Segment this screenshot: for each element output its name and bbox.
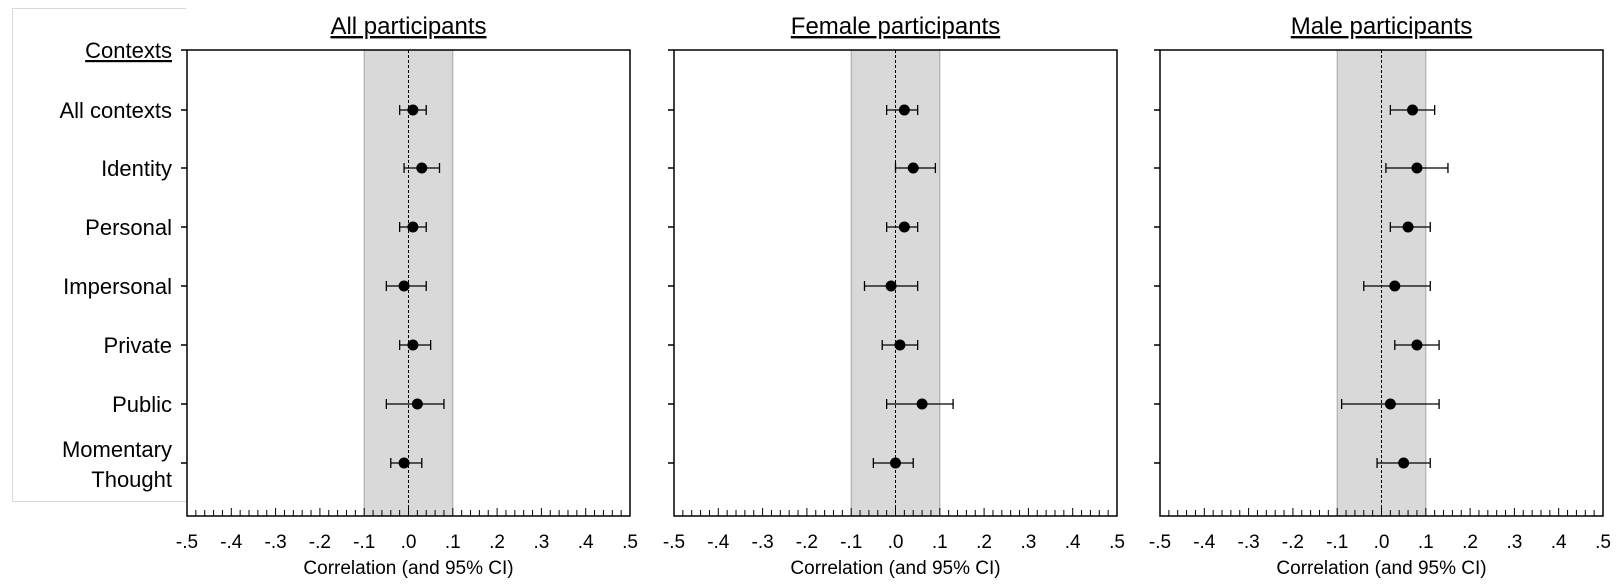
x-tick-label: -.5 (663, 532, 685, 553)
point-estimate (890, 457, 901, 469)
x-axis-label: Correlation (and 95% CI) (790, 558, 1000, 579)
x-tick-label: .2 (976, 532, 992, 553)
context-label: Private (104, 333, 172, 358)
data-point (881, 339, 919, 351)
context-label: Public (112, 392, 172, 417)
point-estimate (398, 280, 410, 292)
panel-title: All participants (330, 13, 486, 40)
data-point (863, 280, 919, 292)
context-label: Momentary (62, 437, 172, 462)
x-tick-label: .4 (578, 532, 594, 553)
data-point (1389, 221, 1431, 233)
x-axis-label: Correlation (and 95% CI) (1276, 558, 1486, 579)
x-tick-label: .2 (489, 532, 505, 553)
data-point (403, 162, 441, 174)
x-tick-label: .0 (401, 532, 417, 553)
data-point (1389, 104, 1436, 116)
panel-title: Female participants (791, 13, 1000, 40)
panel-2: Female participants -.5 -.4 -.3 -.2 -.1 .0 .1 .2… (663, 13, 1125, 579)
data-point (385, 280, 427, 292)
panel-3: Male participants -.5 -.4 -.3 -.2 -.1 .0 .1 .2 .3… (1149, 13, 1611, 579)
contexts-header: Contexts (85, 38, 172, 63)
x-tick-label: -.3 (1238, 532, 1260, 553)
point-estimate (894, 339, 906, 351)
point-estimate (1407, 104, 1419, 116)
point-estimate (407, 221, 419, 233)
point-estimate (1411, 162, 1423, 174)
x-tick-label: .4 (1551, 532, 1567, 553)
data-point (398, 104, 427, 116)
point-estimate (1398, 457, 1410, 469)
point-estimate (1411, 339, 1423, 351)
x-tick-label: .3 (533, 532, 549, 553)
x-tick-label: .3 (1506, 532, 1522, 553)
x-axis-label: Correlation (and 95% CI) (303, 558, 513, 579)
x-tick-label: -.2 (309, 532, 331, 553)
context-label: All contexts (60, 98, 173, 123)
x-tick-label: .5 (1109, 532, 1125, 553)
x-tick-label: -.1 (353, 532, 375, 553)
x-tick-label: .1 (932, 532, 948, 553)
x-tick-label: -.3 (265, 532, 287, 553)
point-estimate (885, 280, 897, 292)
x-tick-label: .1 (1418, 532, 1434, 553)
context-label: Thought (91, 467, 172, 492)
x-tick-label: -.2 (796, 532, 818, 553)
x-tick-label: .4 (1065, 532, 1081, 553)
data-point (885, 104, 919, 116)
data-point (1394, 339, 1440, 351)
data-point (385, 398, 445, 410)
context-label: Impersonal (63, 274, 172, 299)
point-estimate (1389, 280, 1401, 292)
point-estimate (898, 104, 910, 116)
point-estimate (916, 398, 928, 410)
point-estimate (416, 162, 428, 174)
context-label-box (12, 8, 186, 502)
data-point (1340, 398, 1440, 410)
data-point (398, 221, 427, 233)
point-estimate (1402, 221, 1414, 233)
x-tick-label: .0 (1374, 532, 1390, 553)
data-point (1385, 162, 1449, 174)
point-estimate (407, 104, 419, 116)
panel-1: All participants -.5 -.4 -.3 -.2 -.1 .0 .1 .2 .3.… (176, 13, 638, 579)
point-estimate (898, 221, 910, 233)
data-point (894, 162, 937, 174)
x-tick-label: .1 (445, 532, 461, 553)
x-tick-label: -.4 (707, 532, 730, 553)
data-point (872, 457, 914, 469)
data-point (1376, 457, 1431, 469)
x-tick-label: -.4 (1193, 532, 1216, 553)
x-tick-label: .0 (888, 532, 904, 553)
point-estimate (411, 398, 423, 410)
data-point (398, 339, 432, 351)
x-tick-label: -.4 (220, 532, 243, 553)
x-tick-label: -.5 (1149, 532, 1171, 553)
data-point (1363, 280, 1431, 292)
panel-title: Male participants (1291, 13, 1472, 40)
panels: All participants -.5 -.4 -.3 -.2 -.1 .0 .1 .2 .3.… (176, 13, 1611, 579)
point-estimate (398, 457, 410, 469)
point-estimate (1384, 398, 1396, 410)
data-point (390, 457, 423, 469)
x-tick-label: -.5 (176, 532, 198, 553)
data-point (885, 398, 954, 410)
x-tick-label: .3 (1020, 532, 1036, 553)
context-label: Identity (101, 156, 172, 181)
data-point (885, 221, 919, 233)
x-tick-label: -.2 (1282, 532, 1304, 553)
x-tick-label: .2 (1462, 532, 1478, 553)
point-estimate (907, 162, 919, 174)
x-tick-label: -.1 (1326, 532, 1348, 553)
x-tick-label: .5 (622, 532, 638, 553)
point-estimate (407, 339, 419, 351)
x-tick-label: -.3 (752, 532, 774, 553)
x-tick-label: .5 (1595, 532, 1611, 553)
x-tick-label: -.1 (840, 532, 862, 553)
context-labels: Contexts All contexts Identity Personal Imp… (60, 38, 173, 492)
context-label: Personal (85, 215, 172, 240)
